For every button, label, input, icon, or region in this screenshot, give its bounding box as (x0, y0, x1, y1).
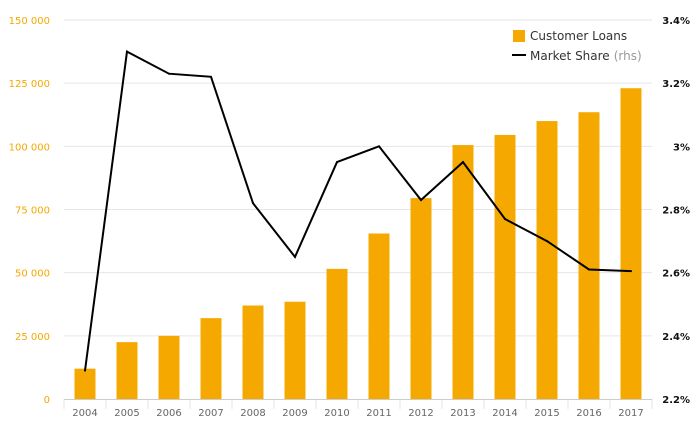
y-right-tick-label: 2.6% (662, 269, 690, 280)
bar-2008 (242, 305, 264, 399)
legend-label-market-share: Market Share (rhs) (530, 49, 642, 63)
bar-2010 (326, 268, 348, 399)
market-share-point-2008 (252, 202, 254, 205)
y-right-tick-label: 2.2% (662, 395, 690, 406)
x-tick-label: 2016 (576, 408, 601, 419)
bar-2009 (284, 301, 306, 399)
market-share-point-2006 (168, 72, 170, 75)
y-right-tick-label: 2.4% (662, 332, 690, 343)
market-share-point-2009 (294, 255, 296, 258)
market-share-line (84, 50, 632, 371)
legend-label-market-share-name: Market Share (530, 49, 610, 63)
x-tick-label: 2012 (408, 408, 433, 419)
y-right-tick-label: 3% (673, 142, 690, 153)
market-share-point-2005 (126, 50, 128, 53)
bar-2007 (200, 318, 222, 399)
y-right-tick-label: 3.4% (662, 16, 690, 27)
y-left-tick-label: 50 000 (15, 269, 50, 280)
x-tick-label: 2014 (492, 408, 517, 419)
y-left-tick-label: 100 000 (9, 142, 50, 153)
market-share-point-2013 (462, 161, 464, 164)
legend: Customer Loans Market Share (rhs) (512, 29, 642, 63)
bar-2017 (620, 88, 642, 399)
y-left-tick-label: 75 000 (15, 206, 50, 217)
market-share-point-2014 (504, 217, 506, 220)
bar-2005 (116, 342, 138, 399)
axes: 0 25 000 50 000 75 000 100 000 125 000 150 000… (9, 16, 690, 419)
market-share-point-2010 (336, 161, 338, 164)
bar-2014 (494, 134, 516, 400)
bar-series-customer-loans (74, 88, 642, 400)
bar-2011 (368, 233, 390, 399)
market-share-point-2016 (588, 268, 590, 271)
market-share-point-2004 (84, 369, 86, 372)
line-series-market-share (84, 50, 632, 372)
x-tick-label: 2005 (114, 408, 139, 419)
bar-2015 (536, 121, 558, 400)
y-left-tick-label: 125 000 (9, 79, 50, 90)
bar-2006 (158, 335, 180, 399)
x-tick-label: 2013 (450, 408, 475, 419)
y-left-tick-label: 150 000 (9, 16, 50, 27)
x-tick-label: 2010 (324, 408, 349, 419)
bar-2004 (74, 368, 96, 399)
market-share-point-2017 (630, 270, 632, 273)
legend-label-customer-loans: Customer Loans (530, 29, 627, 43)
x-tick-label: 2009 (282, 408, 307, 419)
x-tick-label: 2008 (240, 408, 265, 419)
bar-2012 (410, 198, 432, 399)
x-tick-label: 2006 (156, 408, 181, 419)
y-right-tick-label: 2.8% (662, 206, 690, 217)
market-share-point-2011 (378, 145, 380, 148)
x-tick-label: 2004 (72, 408, 97, 419)
market-share-point-2012 (420, 199, 422, 202)
y-left-tick-label: 0 (44, 395, 50, 406)
y-left-tick-label: 25 000 (15, 332, 50, 343)
grid-lines (63, 19, 653, 409)
x-tick-label: 2011 (366, 408, 391, 419)
bar-2016 (578, 112, 600, 400)
x-tick-label: 2007 (198, 408, 223, 419)
legend-label-market-share-suffix: (rhs) (614, 49, 642, 63)
legend-swatch-customer-loans (513, 30, 525, 42)
y-right-tick-label: 3.2% (662, 79, 690, 90)
bar-2013 (452, 145, 474, 399)
x-tick-label: 2015 (534, 408, 559, 419)
market-share-point-2015 (546, 240, 548, 243)
x-tick-label: 2017 (618, 408, 643, 419)
market-share-point-2007 (210, 75, 212, 78)
